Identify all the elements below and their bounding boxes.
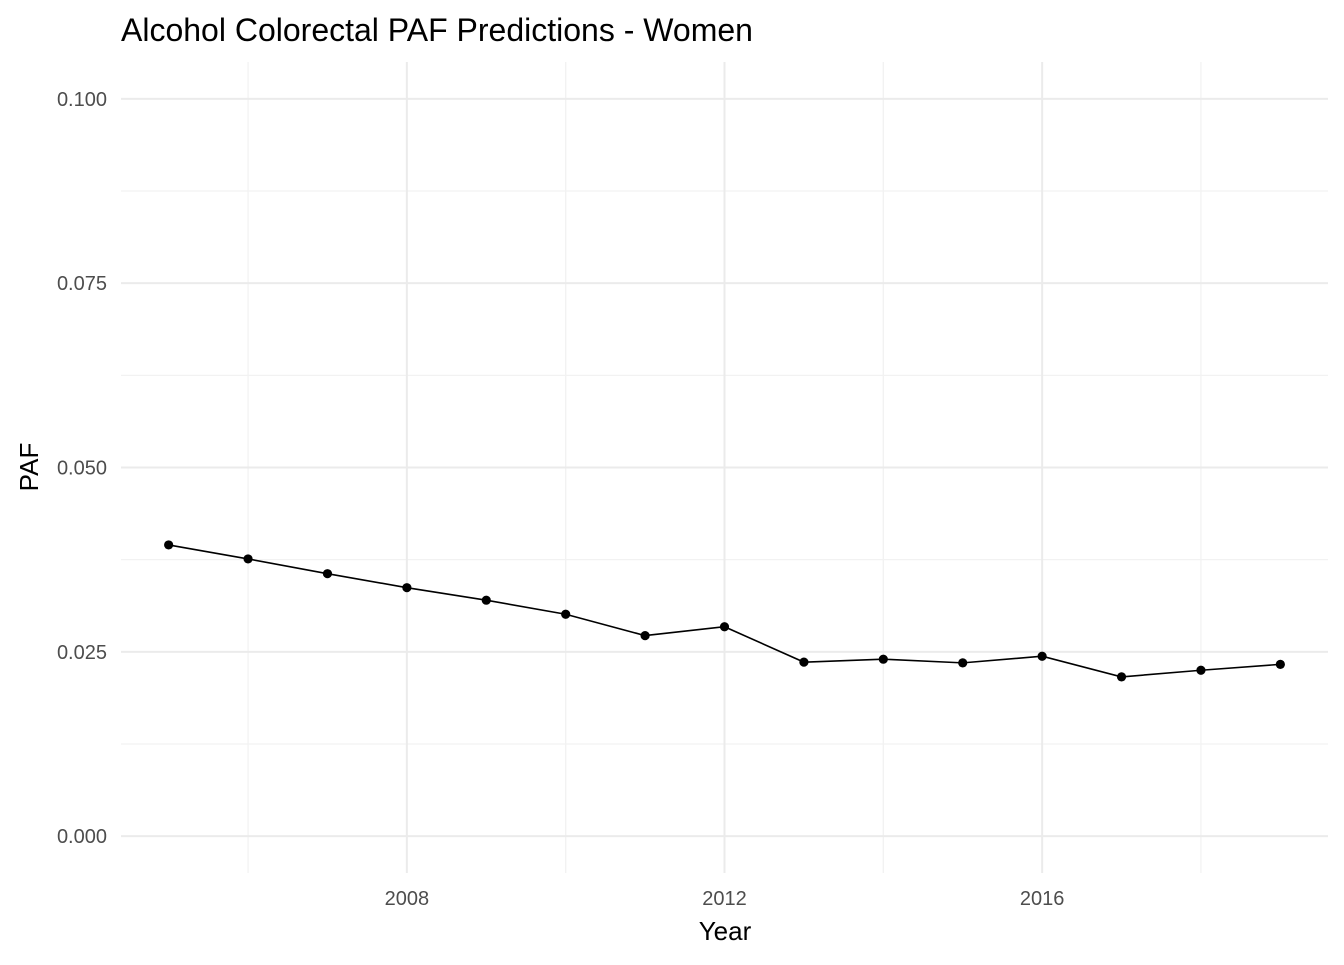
grid-lines: [121, 62, 1328, 873]
data-point: [878, 654, 888, 664]
x-axis-title: Year: [699, 916, 752, 946]
y-tick-label: 0.000: [57, 826, 107, 848]
data-point: [799, 657, 809, 667]
x-tick-label: 2016: [1020, 888, 1065, 910]
x-axis-ticks: 2008 2012 2016: [385, 888, 1065, 910]
data-point: [719, 622, 730, 632]
data-point: [640, 630, 650, 641]
y-tick-label: 0.100: [57, 89, 107, 111]
data-point: [164, 540, 174, 550]
x-tick-label: 2008: [385, 888, 430, 910]
y-tick-label: 0.075: [57, 273, 107, 295]
chart-title: Alcohol Colorectal PAF Predictions - Wom…: [121, 12, 753, 48]
y-tick-label: 0.050: [57, 458, 107, 480]
y-axis-title: PAF: [14, 443, 44, 492]
data-point: [1275, 659, 1285, 669]
series-layer: [164, 540, 1285, 682]
data-point: [1196, 665, 1206, 675]
data-point: [322, 569, 333, 579]
x-tick-label: 2012: [702, 888, 747, 910]
data-point: [402, 583, 412, 593]
y-tick-label: 0.025: [57, 642, 107, 664]
data-point: [561, 609, 571, 619]
y-axis-ticks: 0.000 0.025 0.050 0.075 0.100: [57, 89, 107, 848]
data-point: [481, 595, 491, 605]
data-point: [243, 554, 253, 564]
data-point: [958, 658, 968, 668]
data-point: [1037, 651, 1047, 661]
data-point: [1116, 672, 1127, 682]
